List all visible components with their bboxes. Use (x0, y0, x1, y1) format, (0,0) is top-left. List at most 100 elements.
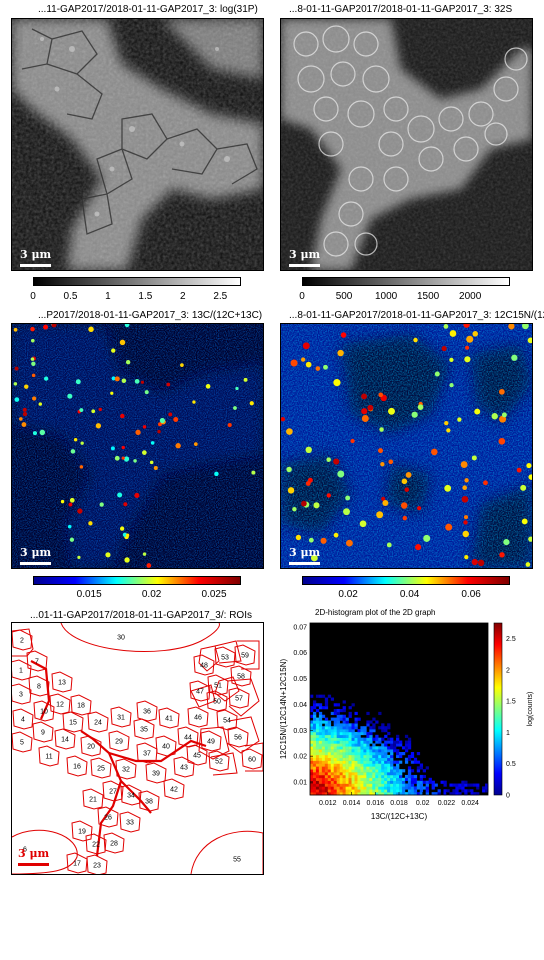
hist2d-cell (310, 757, 314, 761)
hotspot-15n (379, 427, 384, 432)
hist2d-cell (324, 729, 329, 733)
hist2d-cell (333, 740, 337, 744)
hotspot-13c (166, 382, 171, 387)
hist2d-cell (363, 752, 367, 756)
hist2d-cell (336, 703, 340, 707)
hotspot-13c (69, 537, 75, 542)
roi-outline (207, 674, 229, 696)
hist2d-cell (310, 731, 314, 736)
hist2d-cell (310, 737, 314, 741)
hotspot-15n (472, 331, 479, 337)
hist2d-cell (369, 720, 373, 724)
hist2d-cell (366, 754, 370, 759)
hist2d-cell (348, 763, 352, 767)
hist2d-cell (310, 752, 314, 756)
roi-label: 60 (248, 757, 256, 764)
hist2d-cell (393, 749, 397, 753)
hist2d-cell (387, 792, 391, 796)
scale-label-rois: 3 μm (18, 847, 50, 860)
hist2d-cell (315, 786, 320, 790)
hist2d-cell (339, 757, 343, 761)
hist2d-cell (360, 760, 364, 764)
hotspot-13c (144, 390, 149, 395)
hotspot-13c (91, 409, 96, 414)
roi-label: 38 (145, 799, 153, 806)
hist2d-cell (378, 757, 382, 761)
hist2d-cell (360, 769, 364, 773)
hist2d-cell (336, 789, 340, 793)
hist2d-cell (348, 772, 352, 776)
hist2d-cell (372, 737, 376, 741)
roi-label: 39 (152, 771, 160, 778)
hotspot-15n (417, 404, 424, 410)
hist2d-cell (363, 774, 367, 779)
hist2d-cell (378, 792, 382, 796)
hist2d-cell (369, 729, 373, 733)
hist2d-cell (410, 774, 415, 779)
hist2d-cell (351, 703, 355, 707)
hist2d-cell (413, 792, 418, 796)
hotspot-15n (404, 487, 410, 492)
hotspot-15n (315, 366, 321, 371)
hotspot-15n (511, 354, 518, 361)
hist2d-colorbar-tick-label: 2.5 (506, 636, 516, 643)
hist2d-cell (339, 774, 343, 779)
roi-outline (12, 683, 32, 705)
hotspot-13c (134, 378, 140, 384)
hotspot-13c (32, 396, 37, 401)
hist2d-cell (310, 726, 314, 730)
hotspot-13c (24, 384, 29, 389)
hist2d-cell (330, 754, 335, 759)
hist2d-cell (310, 769, 314, 773)
roi-label: 4 (21, 717, 25, 724)
hotspot-13c (159, 417, 165, 424)
hist2d-cell (357, 780, 361, 784)
hist2d-cell (321, 792, 326, 796)
hist2d-cell (431, 783, 435, 787)
hotspot-15n (462, 530, 470, 538)
hist2d-cell (315, 754, 320, 759)
hist2d-cell (351, 792, 355, 796)
hotspot-15n (326, 457, 331, 462)
hist2d-cell (369, 783, 373, 787)
hist2d-cell (342, 700, 346, 704)
hist2d-cell (351, 746, 355, 750)
roi-label: 46 (194, 715, 202, 722)
hist2d-cell (369, 769, 373, 773)
hist2d-cell (375, 783, 379, 787)
hotspot-15n (295, 534, 302, 541)
hist2d-cell (354, 774, 358, 779)
hist2d-cell (342, 792, 346, 796)
hist2d-cell (381, 772, 385, 776)
hotspot-13c (124, 557, 130, 563)
hist2d-cell (339, 766, 343, 770)
hotspot-15n (445, 523, 453, 531)
hotspot-13c (123, 456, 130, 462)
hotspot-15n (413, 337, 418, 343)
hist2d-cell (416, 752, 421, 756)
hist2d-cell (399, 743, 403, 747)
hist2d-cell (333, 720, 337, 724)
hist2d-cell (312, 723, 317, 727)
image-13c: 3 μm (11, 323, 264, 569)
hist2d-cell (416, 766, 421, 770)
hotspot-13c (146, 563, 152, 568)
hist2d-cell (348, 789, 352, 793)
hist2d-cell (348, 780, 352, 784)
hotspot-15n (417, 506, 422, 511)
hist2d-cell (366, 772, 370, 776)
hotspot-13c (142, 450, 147, 455)
roi-label: 8 (37, 684, 41, 691)
hist2d-cell (384, 789, 388, 793)
hotspot-15n (446, 428, 451, 433)
hist2d-cell (318, 734, 323, 738)
hist2d-cell (342, 746, 346, 750)
hist2d-cell (393, 746, 397, 750)
ticks-31p-label: 2.5 (213, 291, 228, 302)
roi-label: 52 (215, 759, 223, 766)
roi-outline (187, 706, 209, 728)
hist2d-ylabel: 12C15N/(12C14N+12C15N) (279, 659, 288, 760)
hist2d-cell (372, 760, 376, 764)
roi-outline (62, 711, 84, 733)
hist2d-cell (345, 789, 349, 793)
